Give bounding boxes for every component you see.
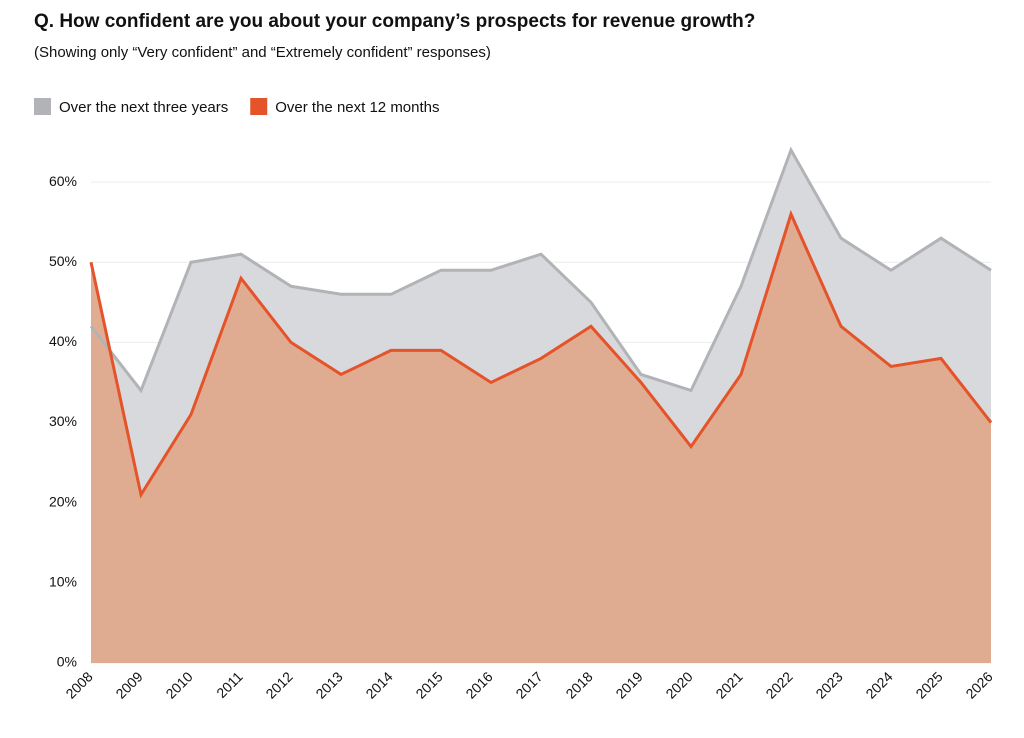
y-tick-label: 20% — [49, 493, 77, 509]
legend-label: Over the next 12 months — [275, 99, 439, 116]
x-tick-label: 2024 — [862, 668, 895, 701]
x-tick-label: 2008 — [62, 668, 95, 701]
x-tick-label: 2023 — [812, 668, 845, 701]
x-tick-label: 2018 — [562, 668, 595, 701]
area — [91, 214, 991, 663]
y-tick-label: 60% — [49, 173, 77, 189]
legend-swatch — [34, 98, 51, 115]
x-tick-label: 2019 — [612, 668, 645, 701]
y-tick-label: 50% — [49, 253, 77, 269]
x-tick-label: 2012 — [262, 668, 295, 701]
x-tick-label: 2015 — [412, 668, 445, 701]
x-tick-label: 2011 — [213, 668, 246, 701]
y-tick-label: 10% — [49, 574, 77, 590]
y-tick-label: 40% — [49, 333, 77, 349]
y-tick-label: 30% — [49, 413, 77, 429]
x-tick-label: 2025 — [912, 668, 945, 701]
x-tick-label: 2009 — [112, 668, 145, 701]
x-tick-label: 2022 — [762, 668, 795, 701]
x-tick-label: 2026 — [962, 668, 995, 701]
x-tick-label: 2014 — [362, 668, 395, 701]
x-tick-label: 2013 — [312, 668, 345, 701]
legend-swatch — [250, 98, 268, 115]
y-tick-label: 0% — [57, 654, 77, 670]
legend-label: Over the next three years — [59, 99, 228, 116]
x-tick-label: 2020 — [662, 668, 695, 701]
x-tick-label: 2010 — [162, 668, 195, 701]
line — [89, 146, 992, 394]
x-tick-label: 2017 — [512, 668, 545, 701]
line — [89, 209, 993, 499]
x-tick-label: 2016 — [462, 668, 495, 701]
chart-title: Q. How confident are you about your comp… — [34, 11, 755, 32]
chart-subtitle: (Showing only “Very confident” and “Extr… — [34, 44, 491, 61]
x-tick-label: 2021 — [712, 668, 745, 701]
